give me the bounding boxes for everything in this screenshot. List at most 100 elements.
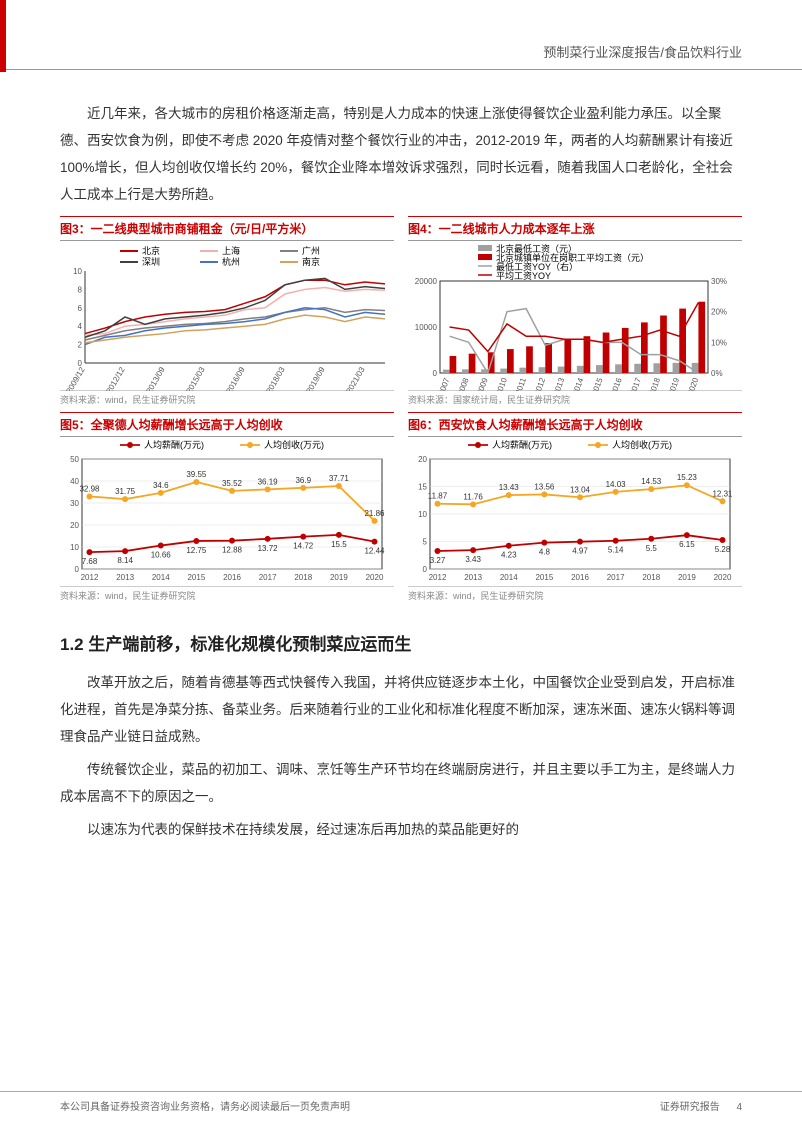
- svg-text:2016: 2016: [571, 573, 589, 582]
- svg-text:14.53: 14.53: [641, 477, 662, 486]
- svg-text:20000: 20000: [415, 277, 438, 286]
- svg-text:20: 20: [70, 521, 79, 530]
- svg-text:20: 20: [418, 455, 427, 464]
- svg-text:2012/12: 2012/12: [104, 365, 127, 391]
- svg-text:13.56: 13.56: [534, 482, 555, 491]
- svg-text:4.8: 4.8: [539, 548, 551, 557]
- svg-text:人均薪酬(万元): 人均薪酬(万元): [144, 439, 204, 450]
- svg-text:14.72: 14.72: [293, 542, 314, 551]
- chart-3: 图3：一二线典型城市商铺租金（元/日/平方米） 北京上海广州深圳杭州南京0246…: [60, 216, 394, 406]
- chart-5: 图5：全聚德人均薪酬增长远高于人均创收 人均薪酬(万元)人均创收(万元)0102…: [60, 412, 394, 602]
- svg-text:5.5: 5.5: [646, 544, 658, 553]
- chart-3-source: 资料来源：wind，民生证券研究院: [60, 391, 394, 406]
- svg-text:2014: 2014: [500, 573, 518, 582]
- svg-text:北京: 北京: [142, 245, 160, 256]
- svg-text:11.76: 11.76: [463, 492, 483, 501]
- svg-text:2019/09: 2019/09: [304, 365, 327, 391]
- svg-text:2016: 2016: [609, 376, 624, 391]
- svg-text:30%: 30%: [711, 277, 727, 286]
- svg-text:4.97: 4.97: [572, 547, 588, 556]
- svg-text:2020: 2020: [686, 376, 701, 391]
- svg-text:12.88: 12.88: [222, 546, 243, 555]
- svg-text:37.71: 37.71: [329, 474, 350, 483]
- svg-text:12.75: 12.75: [186, 546, 207, 555]
- svg-text:10: 10: [70, 543, 79, 552]
- paragraph-4: 以速冻为代表的保鲜技术在持续发展，经过速冻后再加热的菜品能更好的: [60, 816, 742, 843]
- svg-text:2017: 2017: [628, 376, 643, 391]
- svg-text:2010: 2010: [494, 376, 509, 391]
- svg-text:广州: 广州: [302, 245, 320, 256]
- svg-text:7.68: 7.68: [82, 557, 98, 566]
- svg-text:2013: 2013: [552, 376, 567, 391]
- svg-text:2012: 2012: [429, 573, 447, 582]
- svg-text:5.14: 5.14: [608, 546, 624, 555]
- svg-text:0%: 0%: [711, 369, 723, 378]
- chart-6-svg: 人均薪酬(万元)人均创收(万元)051015203.273.434.234.84…: [408, 437, 738, 587]
- svg-text:2018: 2018: [642, 573, 660, 582]
- page-number: 4: [736, 1102, 742, 1113]
- svg-text:2012: 2012: [81, 573, 99, 582]
- svg-text:深圳: 深圳: [142, 257, 160, 267]
- svg-text:人均薪酬(万元): 人均薪酬(万元): [492, 439, 552, 450]
- chart-4-title: 图4：一二线城市人力成本逐年上涨: [408, 216, 742, 241]
- svg-text:5.28: 5.28: [715, 545, 731, 554]
- svg-text:2019: 2019: [330, 573, 348, 582]
- svg-text:14.03: 14.03: [606, 480, 627, 489]
- paragraph-3: 传统餐饮企业，菜品的初加工、调味、烹饪等生产环节均在终端厨房进行，并且主要以手工…: [60, 756, 742, 810]
- svg-text:40: 40: [70, 477, 79, 486]
- svg-text:2013/09: 2013/09: [144, 365, 167, 391]
- svg-text:3.27: 3.27: [430, 556, 446, 565]
- svg-text:35.52: 35.52: [222, 479, 243, 488]
- svg-text:21.86: 21.86: [364, 509, 385, 518]
- chart-4-source: 资料来源：国家统计局，民生证券研究院: [408, 391, 742, 406]
- chart-5-title: 图5：全聚德人均薪酬增长远高于人均创收: [60, 412, 394, 437]
- svg-text:31.75: 31.75: [115, 487, 136, 496]
- section-heading: 1.2 生产端前移，标准化规模化预制菜应运而生: [60, 630, 742, 655]
- chart-5-svg: 人均薪酬(万元)人均创收(万元)010203040507.688.1410.66…: [60, 437, 390, 587]
- svg-text:2009: 2009: [475, 376, 490, 391]
- svg-text:10000: 10000: [415, 323, 438, 332]
- svg-text:10: 10: [73, 267, 82, 276]
- svg-text:50: 50: [70, 455, 79, 464]
- svg-text:12.44: 12.44: [364, 547, 385, 556]
- svg-text:10%: 10%: [711, 338, 727, 347]
- chart-6-title: 图6：西安饮食人均薪酬增长远高于人均创收: [408, 412, 742, 437]
- svg-text:2013: 2013: [464, 573, 482, 582]
- svg-text:39.55: 39.55: [186, 470, 207, 479]
- svg-text:20%: 20%: [711, 308, 727, 317]
- svg-text:8.14: 8.14: [117, 556, 133, 565]
- chart-5-source: 资料来源：wind，民生证券研究院: [60, 587, 394, 602]
- svg-text:36.9: 36.9: [295, 476, 311, 485]
- svg-text:2019: 2019: [678, 573, 696, 582]
- svg-text:4.23: 4.23: [501, 551, 517, 560]
- svg-text:0: 0: [433, 369, 438, 378]
- svg-text:2011: 2011: [514, 376, 529, 391]
- chart-3-title: 图3：一二线典型城市商铺租金（元/日/平方米）: [60, 216, 394, 241]
- svg-text:2013: 2013: [116, 573, 134, 582]
- svg-text:南京: 南京: [302, 256, 320, 267]
- chart-4-svg: 北京最低工资（元）北京城镇单位在岗职工平均工资（元）最低工资YOY（右）平均工资…: [408, 241, 738, 391]
- svg-text:10.66: 10.66: [151, 551, 172, 560]
- svg-text:2018: 2018: [294, 573, 312, 582]
- svg-text:5: 5: [423, 538, 428, 547]
- svg-text:2: 2: [78, 341, 83, 350]
- svg-text:人均创收(万元): 人均创收(万元): [264, 439, 324, 450]
- svg-text:上海: 上海: [222, 245, 240, 256]
- svg-text:人均创收(万元): 人均创收(万元): [612, 439, 672, 450]
- svg-text:36.19: 36.19: [258, 477, 279, 486]
- footer-right-label: 证券研究报告: [660, 1102, 720, 1113]
- svg-text:3.43: 3.43: [465, 555, 481, 564]
- svg-text:杭州: 杭州: [222, 256, 240, 267]
- svg-text:2017: 2017: [607, 573, 625, 582]
- svg-text:8: 8: [78, 285, 83, 294]
- svg-text:32.98: 32.98: [79, 484, 100, 493]
- svg-text:2018/03: 2018/03: [264, 365, 287, 391]
- svg-text:0: 0: [423, 565, 428, 574]
- svg-text:2021/03: 2021/03: [344, 365, 367, 391]
- svg-text:13.72: 13.72: [258, 544, 279, 553]
- svg-text:2015: 2015: [590, 376, 605, 391]
- svg-text:2015: 2015: [535, 573, 553, 582]
- svg-text:34.6: 34.6: [153, 481, 169, 490]
- svg-text:30: 30: [70, 499, 79, 508]
- svg-text:6: 6: [78, 304, 83, 313]
